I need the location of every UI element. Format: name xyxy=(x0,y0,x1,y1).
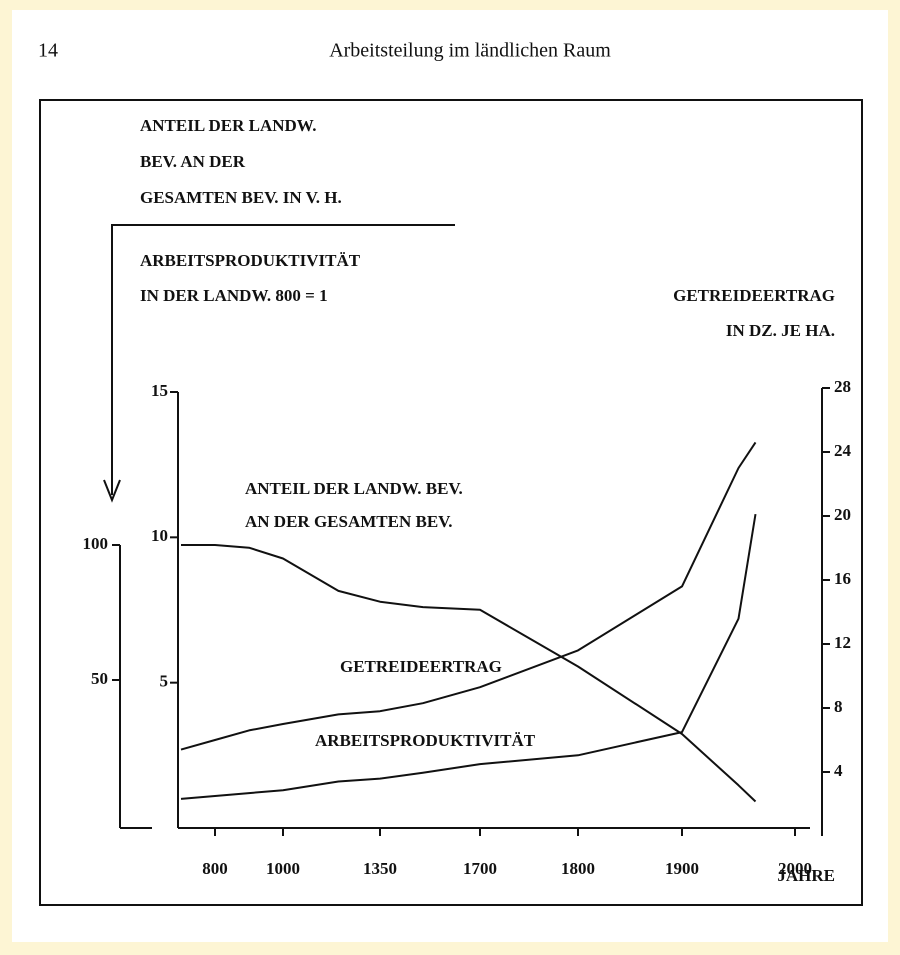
y3-axis-label: IN DER LANDW. 800 = 1 xyxy=(140,286,328,305)
figure-frame xyxy=(39,99,863,906)
y2-tick-label: 28 xyxy=(834,377,851,396)
y2-tick-label: 20 xyxy=(834,505,851,524)
series-label: ANTEIL DER LANDW. BEV. xyxy=(245,479,463,498)
y3-tick-label: 10 xyxy=(151,526,168,545)
x-tick-label: 1800 xyxy=(561,859,595,878)
series-label: ARBEITSPRODUKTIVITÄT xyxy=(315,731,536,750)
series-label: AN DER GESAMTEN BEV. xyxy=(245,512,453,531)
y3-tick-label: 5 xyxy=(160,672,169,691)
y2-tick-label: 16 xyxy=(834,569,851,588)
y-axis-label: ANTEIL DER LANDW. xyxy=(140,116,317,135)
page-number: 14 xyxy=(38,40,58,62)
y-tick-label: 100 xyxy=(83,534,109,553)
x-tick-label: 1700 xyxy=(463,859,497,878)
y-axis-label: BEV. AN DER xyxy=(140,152,246,171)
arrow xyxy=(103,479,121,503)
y2-tick-label: 8 xyxy=(834,697,843,716)
series-line xyxy=(180,513,757,800)
running-title: Arbeitsteilung im ländlichen Raum xyxy=(329,40,611,62)
y2-axis-label: GETREIDEERTRAG xyxy=(673,286,835,305)
x-axis-label: JAHRE xyxy=(777,866,835,885)
y3-axis-label: ARBEITSPRODUKTIVITÄT xyxy=(140,251,361,270)
series-line xyxy=(181,544,757,803)
y2-tick-label: 24 xyxy=(834,441,852,460)
y2-tick-label: 4 xyxy=(834,761,843,780)
x-tick-label: 800 xyxy=(202,859,228,878)
y3-tick-label: 15 xyxy=(151,381,168,400)
x-tick-label: 1900 xyxy=(665,859,699,878)
y2-tick-label: 12 xyxy=(834,633,851,652)
y2-axis-label: IN DZ. JE HA. xyxy=(726,321,835,340)
x-tick-label: 1000 xyxy=(266,859,300,878)
bracket xyxy=(111,224,455,495)
x-tick-label: 1350 xyxy=(363,859,397,878)
series-line xyxy=(180,441,757,751)
y-tick-label: 50 xyxy=(91,669,108,688)
y-axis-label: GESAMTEN BEV. IN V. H. xyxy=(140,188,342,207)
x-tick-label: 2000 xyxy=(778,859,812,878)
series-label: GETREIDEERTRAG xyxy=(340,657,502,676)
paper xyxy=(12,10,888,942)
